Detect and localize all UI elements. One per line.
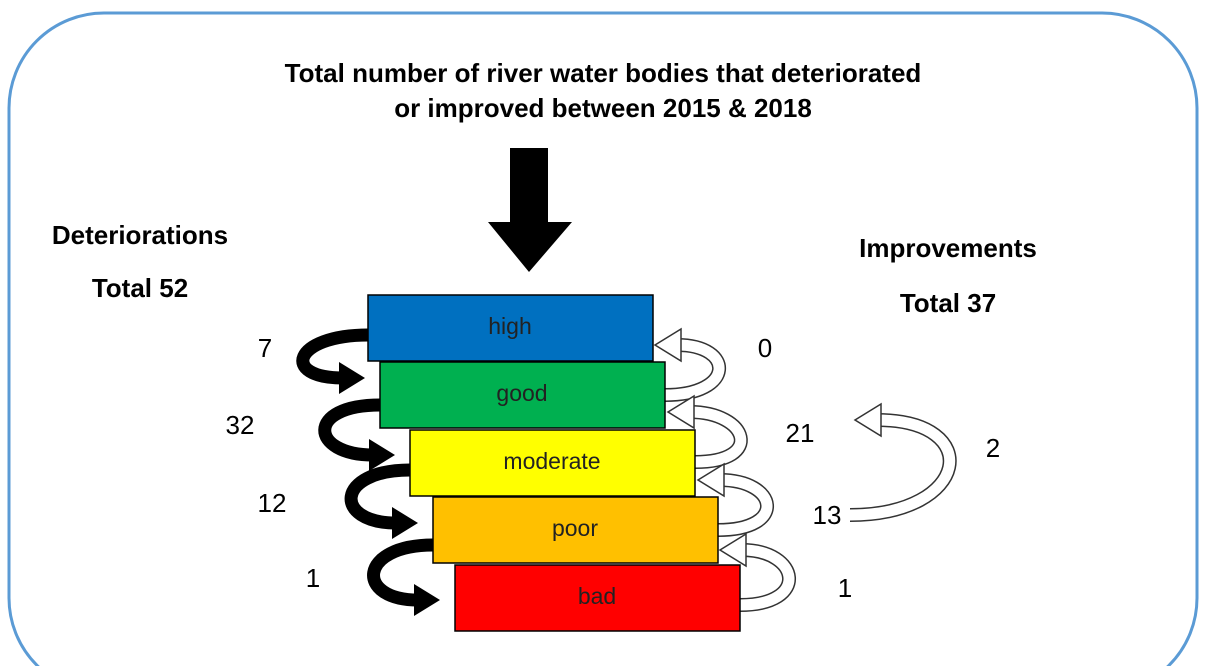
arrow-head bbox=[853, 402, 882, 438]
improvement-arrow bbox=[739, 544, 795, 611]
level-box bbox=[409, 429, 696, 497]
improvements-total: Total 37 bbox=[900, 288, 996, 318]
level-box bbox=[432, 496, 719, 564]
arrow-head bbox=[696, 462, 725, 498]
improvement-arrow bbox=[849, 414, 956, 521]
deterioration-arrow bbox=[367, 538, 434, 607]
improvement-count: 21 bbox=[786, 418, 815, 448]
level-label: poor bbox=[552, 515, 598, 541]
deteriorations-total: Total 52 bbox=[92, 273, 188, 303]
deterioration-count: 12 bbox=[258, 488, 287, 518]
down-arrow bbox=[488, 148, 572, 272]
deterioration-count: 7 bbox=[258, 333, 272, 363]
arrow-head bbox=[666, 394, 695, 430]
deterioration-count: 1 bbox=[306, 563, 320, 593]
arrow-head bbox=[339, 362, 365, 394]
improvement-count: 0 bbox=[758, 333, 772, 363]
improvement-arrow bbox=[664, 339, 725, 401]
arrow-head bbox=[653, 327, 682, 363]
deterioration-count: 32 bbox=[226, 410, 255, 440]
improvement-count: 2 bbox=[986, 433, 1000, 463]
title-line: or improved between 2015 & 2018 bbox=[394, 93, 812, 123]
level-label: moderate bbox=[503, 448, 600, 474]
improvement-count: 13 bbox=[813, 500, 842, 530]
level-box bbox=[454, 564, 741, 632]
arrow-head bbox=[718, 532, 747, 568]
deterioration-arrow bbox=[318, 398, 381, 462]
title-line: Total number of river water bodies that … bbox=[285, 58, 922, 88]
level-box bbox=[379, 361, 666, 429]
level-box bbox=[367, 294, 654, 362]
deterioration-arrow bbox=[296, 328, 369, 385]
level-label: high bbox=[488, 313, 531, 339]
level-label: good bbox=[496, 380, 547, 406]
arrow-head bbox=[369, 439, 395, 471]
improvement-count: 1 bbox=[838, 573, 852, 603]
improvement-arrow bbox=[717, 474, 773, 536]
deteriorations-label: Deteriorations bbox=[52, 220, 228, 250]
level-label: bad bbox=[578, 583, 616, 609]
improvement-arrow bbox=[689, 406, 747, 468]
arrow-head bbox=[392, 507, 418, 539]
improvements-label: Improvements bbox=[859, 233, 1037, 263]
arrow-head bbox=[414, 584, 440, 616]
deterioration-arrow bbox=[344, 463, 411, 530]
